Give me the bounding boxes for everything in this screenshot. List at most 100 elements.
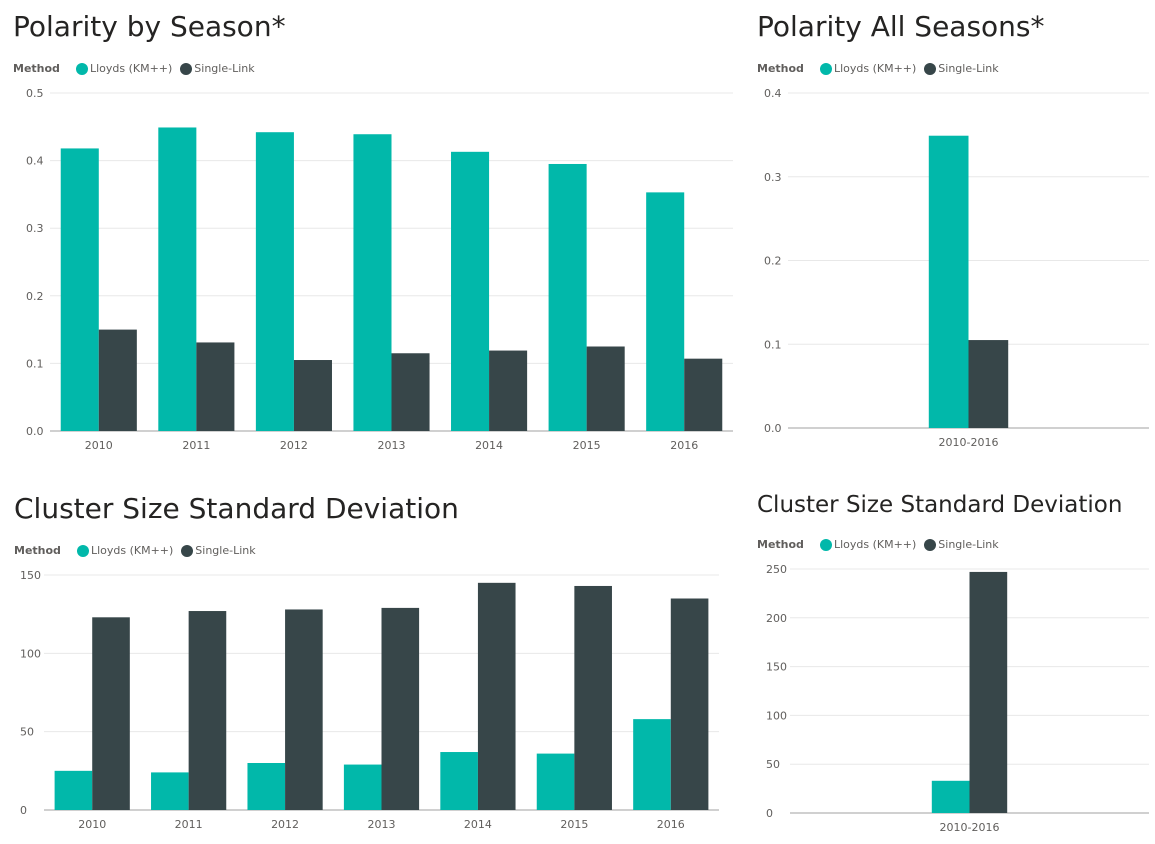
bar-single-link-2016[interactable] bbox=[670, 598, 709, 811]
bar-single-link-2010[interactable] bbox=[98, 329, 137, 431]
chart-cluster-size-std-by-season: Cluster Size Standard Deviation Method L… bbox=[14, 492, 724, 842]
bar-lloyds-2010-2016[interactable] bbox=[928, 135, 969, 428]
x-tick-label: 2011 bbox=[182, 439, 210, 452]
legend-swatch-single-link bbox=[180, 62, 193, 75]
legend-label: Single-Link bbox=[938, 538, 999, 551]
legend: Method Lloyds (KM++) Single-Link bbox=[757, 538, 1007, 551]
legend-swatch-lloyds bbox=[76, 544, 89, 557]
x-tick-label: 2015 bbox=[560, 818, 588, 831]
bar-single-link-2010[interactable] bbox=[92, 617, 130, 810]
legend-label: Single-Link bbox=[194, 62, 255, 75]
y-tick-label: 150 bbox=[20, 569, 41, 582]
legend-label: Lloyds (KM++) bbox=[89, 62, 173, 75]
chart-title: Polarity All Seasons* bbox=[757, 10, 1045, 43]
y-tick-label: 0.5 bbox=[26, 87, 44, 100]
x-tick-label: 2015 bbox=[573, 439, 601, 452]
legend-item-lloyds[interactable]: Lloyds (KM++) bbox=[819, 538, 916, 551]
y-tick-label: 0.2 bbox=[26, 290, 44, 303]
bar-single-link-2010-2016[interactable] bbox=[969, 571, 1008, 813]
bar-single-link-2013[interactable] bbox=[391, 353, 430, 431]
bar-lloyds-2010[interactable] bbox=[60, 148, 99, 431]
legend-title: Method bbox=[757, 538, 804, 551]
x-tick-label: 2013 bbox=[378, 439, 406, 452]
x-tick-label: 2013 bbox=[368, 818, 396, 831]
y-tick-label: 250 bbox=[766, 563, 787, 576]
legend-title: Method bbox=[13, 62, 60, 75]
x-tick-label: 2014 bbox=[464, 818, 492, 831]
bar-single-link-2016[interactable] bbox=[684, 358, 723, 431]
x-tick-label: 2016 bbox=[670, 439, 698, 452]
x-tick-label: 2010 bbox=[78, 818, 106, 831]
x-tick-label: 2014 bbox=[475, 439, 503, 452]
legend: Method Lloyds (KM++) Single-Link bbox=[757, 62, 1007, 75]
legend: Method Lloyds (KM++) Single-Link bbox=[13, 62, 263, 75]
bar-lloyds-2016[interactable] bbox=[633, 719, 671, 810]
plot-area: 0.0 0.1 0.2 0.3 0.4 0.5 2010 2011 2012 2013 2014 20… bbox=[26, 87, 733, 452]
bar-lloyds-2011[interactable] bbox=[151, 772, 189, 810]
legend-label: Single-Link bbox=[195, 544, 256, 557]
bar-lloyds-2010[interactable] bbox=[54, 770, 93, 810]
chart-title: Cluster Size Standard Deviation bbox=[14, 492, 459, 525]
bar-lloyds-2012[interactable] bbox=[255, 132, 294, 431]
bar-lloyds-2016[interactable] bbox=[646, 192, 685, 431]
y-tick-label: 0.1 bbox=[764, 338, 782, 351]
x-tick-label: 2011 bbox=[175, 818, 203, 831]
x-tick-label: 2016 bbox=[657, 818, 685, 831]
bar-lloyds-2010-2016[interactable] bbox=[931, 780, 970, 813]
bar-lloyds-2014[interactable] bbox=[440, 752, 478, 810]
x-tick-label: 2010-2016 bbox=[939, 436, 999, 449]
y-tick-label: 200 bbox=[766, 612, 787, 625]
chart-title: Cluster Size Standard Deviation bbox=[757, 492, 1123, 518]
legend-item-single-link[interactable]: Single-Link bbox=[924, 538, 999, 551]
chart-polarity-by-season: Polarity by Season* Method Lloyds (KM++)… bbox=[13, 10, 738, 460]
bar-single-link-2014[interactable] bbox=[477, 582, 516, 810]
legend-label: Single-Link bbox=[938, 62, 999, 75]
bar-single-link-2012[interactable] bbox=[285, 609, 323, 810]
bar-single-link-2013[interactable] bbox=[381, 607, 420, 810]
bar-lloyds-2014[interactable] bbox=[451, 151, 490, 431]
y-tick-label: 0.0 bbox=[26, 425, 44, 438]
y-tick-label: 0.4 bbox=[26, 155, 44, 168]
legend-title: Method bbox=[757, 62, 804, 75]
bar-lloyds-2013[interactable] bbox=[353, 134, 392, 431]
legend-item-single-link[interactable]: Single-Link bbox=[181, 544, 256, 557]
bar-single-link-2015[interactable] bbox=[586, 346, 625, 432]
bar-lloyds-2013[interactable] bbox=[343, 764, 382, 810]
bar-lloyds-2015[interactable] bbox=[548, 163, 587, 432]
legend-label: Lloyds (KM++) bbox=[833, 62, 917, 75]
legend-item-lloyds[interactable]: Lloyds (KM++) bbox=[76, 544, 174, 557]
bar-single-link-2015[interactable] bbox=[574, 585, 612, 810]
bar-lloyds-2011[interactable] bbox=[158, 127, 197, 431]
bar-single-link-2011[interactable] bbox=[196, 342, 235, 431]
y-tick-label: 0.0 bbox=[764, 422, 782, 435]
legend: Method Lloyds (KM++) Single-Link bbox=[14, 544, 264, 557]
bar-single-link-2011[interactable] bbox=[188, 611, 227, 810]
legend-swatch-single-link bbox=[924, 62, 937, 75]
legend-item-lloyds[interactable]: Lloyds (KM++) bbox=[819, 62, 917, 75]
bar-single-link-2010-2016[interactable] bbox=[968, 340, 1009, 428]
legend-item-single-link[interactable]: Single-Link bbox=[924, 62, 999, 75]
plot-area: 0.0 0.1 0.2 0.3 0.4 2010-2016 bbox=[764, 87, 1149, 449]
y-tick-label: 50 bbox=[766, 758, 780, 771]
y-tick-label: 0.3 bbox=[26, 222, 44, 235]
y-tick-label: 0 bbox=[20, 804, 27, 817]
y-tick-label: 0 bbox=[766, 807, 773, 820]
chart-polarity-all-seasons: Polarity All Seasons* Method Lloyds (KM+… bbox=[757, 10, 1152, 460]
legend-swatch-lloyds bbox=[75, 62, 88, 75]
legend-label: Lloyds (KM++) bbox=[90, 544, 174, 557]
x-tick-label: 2010 bbox=[85, 439, 113, 452]
legend-title: Method bbox=[14, 544, 61, 557]
bar-lloyds-2012[interactable] bbox=[247, 763, 286, 810]
y-tick-label: 150 bbox=[766, 661, 787, 674]
y-tick-label: 0.1 bbox=[26, 357, 44, 370]
legend-item-lloyds[interactable]: Lloyds (KM++) bbox=[75, 62, 173, 75]
bar-single-link-2014[interactable] bbox=[489, 350, 528, 431]
plot-area: 0 50 100 150 2010 2011 2012 2013 2014 2015 2016 bbox=[20, 569, 719, 831]
legend-item-single-link[interactable]: Single-Link bbox=[180, 62, 255, 75]
chart-title: Polarity by Season* bbox=[13, 10, 286, 43]
y-tick-label: 100 bbox=[20, 647, 41, 660]
x-tick-label: 2010-2016 bbox=[940, 821, 1000, 834]
legend-swatch-single-link bbox=[924, 538, 937, 551]
bar-lloyds-2015[interactable] bbox=[536, 753, 575, 810]
bar-single-link-2012[interactable] bbox=[293, 360, 332, 431]
